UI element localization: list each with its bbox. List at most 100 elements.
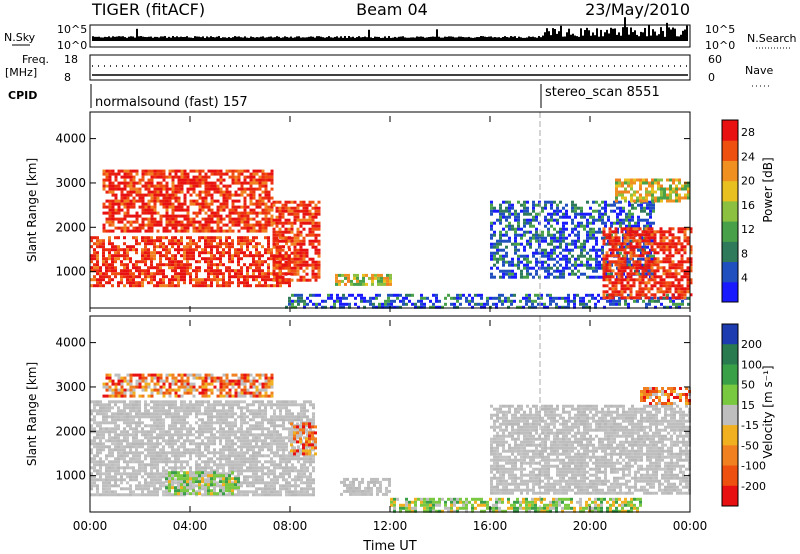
velocity-echo-cell (120, 433, 123, 437)
power-echo-cell (138, 260, 141, 264)
power-echo-cell (674, 251, 678, 255)
power-echo-cell (368, 276, 371, 280)
velocity-echo-cell (117, 409, 120, 413)
power-echo-cell (662, 284, 666, 288)
power-echo-cell (613, 200, 616, 204)
velocity-echo-cell (153, 454, 156, 458)
velocity-echo-cell (183, 454, 186, 458)
velocity-echo-cell (195, 469, 198, 473)
power-echo-cell (129, 278, 132, 282)
power-echo-cell (611, 254, 615, 258)
power-echo-cell (270, 187, 274, 191)
nsky-bar (226, 37, 228, 41)
velocity-echo-cell (144, 400, 147, 404)
power-echo-cell (204, 284, 207, 288)
power-echo-cell (246, 254, 249, 258)
power-echo-cell (565, 248, 568, 252)
velocity-echo-cell (93, 466, 96, 470)
nsky-bar (136, 28, 138, 41)
power-echo-cell (219, 239, 222, 243)
power-echo-cell (219, 226, 223, 230)
velocity-echo-cell (153, 418, 156, 422)
power-echo-cell (228, 229, 232, 233)
power-echo-cell (192, 211, 196, 215)
power-echo-cell (144, 184, 148, 188)
power-colorbar-tick: 12 (741, 223, 755, 236)
velocity-echo-cell (156, 478, 159, 482)
velocity-echo-cell (96, 445, 99, 449)
power-echo-cell (156, 281, 159, 285)
velocity-echo-cell (114, 445, 117, 449)
power-echo-cell (171, 187, 175, 191)
power-echo-cell (435, 305, 438, 309)
power-echo-cell (162, 248, 165, 252)
power-echo-cell (147, 236, 150, 240)
power-echo-cell (540, 296, 543, 300)
power-echo-cell (201, 236, 204, 240)
power-echo-cell (141, 236, 144, 240)
power-echo-cell (174, 275, 177, 279)
power-echo-cell (165, 236, 168, 240)
power-echo-cell (135, 269, 138, 273)
velocity-echo-cell (123, 403, 126, 407)
power-echo-cell (219, 269, 222, 273)
power-echo-cell (278, 275, 282, 279)
nsky-bar (254, 37, 256, 41)
power-echo-cell (183, 202, 187, 206)
power-echo-cell (671, 254, 675, 258)
power-echo-cell (502, 257, 505, 261)
power-echo-cell (147, 275, 150, 279)
power-echo-cell (665, 272, 669, 276)
power-echo-cell (686, 239, 690, 243)
velocity-echo-cell (168, 442, 171, 446)
power-echo-cell (228, 254, 231, 258)
power-echo-cell (237, 260, 240, 264)
power-echo-cell (120, 272, 123, 276)
power-echo-cell (549, 302, 552, 306)
power-echo-cell (559, 236, 562, 240)
power-echo-cell (608, 293, 612, 297)
power-echo-cell (330, 293, 333, 297)
power-echo-cell (132, 178, 136, 182)
power-echo-cell (629, 230, 633, 234)
velocity-echo-cell (99, 460, 102, 464)
velocity-echo-cell (111, 463, 114, 467)
power-echo-cell (502, 269, 505, 273)
power-echo-cell (183, 223, 187, 227)
power-echo-cell (568, 242, 571, 246)
power-echo-cell (120, 187, 124, 191)
power-echo-cell (275, 209, 279, 213)
power-echo-cell (117, 257, 120, 261)
velocity-echo-cell (105, 406, 108, 410)
power-echo-cell (665, 284, 669, 288)
power-echo-cell (138, 199, 142, 203)
power-echo-cell (366, 299, 369, 303)
power-echo-cell (117, 245, 120, 249)
velocity-echo-cell (168, 412, 171, 416)
velocity-echo-cell (138, 469, 141, 473)
power-echo-cell (623, 284, 627, 288)
power-echo-cell (535, 218, 538, 222)
power-echo-cell (96, 263, 99, 267)
power-echo-cell (595, 200, 598, 204)
velocity-echo-cell (108, 466, 111, 470)
velocity-echo-cell (156, 454, 159, 458)
power-echo-cell (287, 230, 291, 234)
power-echo-cell (595, 263, 598, 267)
nsky-bar (376, 36, 378, 41)
power-echo-cell (517, 233, 520, 237)
power-echo-cell (402, 302, 405, 306)
power-echo-cell (102, 202, 106, 206)
power-echo-cell (314, 248, 318, 252)
velocity-echo-cell (114, 481, 117, 485)
power-echo-cell (550, 248, 553, 252)
power-echo-cell (135, 248, 138, 252)
power-echo-cell (183, 281, 186, 285)
velocity-echo-cell (168, 415, 171, 419)
power-echo-cell (153, 205, 157, 209)
power-echo-cell (258, 199, 262, 203)
power-echo-cell (108, 269, 111, 273)
power-echo-cell (496, 260, 499, 264)
power-echo-cell (192, 190, 196, 194)
